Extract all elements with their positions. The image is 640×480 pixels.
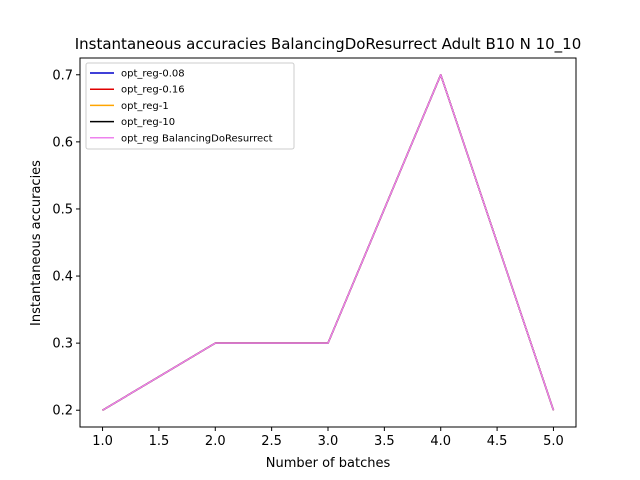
chart-title: Instantaneous accuracies BalancingDoResu… [75,35,582,54]
x-tick-label: 2.5 [261,434,282,449]
legend-label: opt_reg-0.16 [121,85,185,96]
y-tick-label: 0.7 [52,68,73,83]
y-tick-label: 0.5 [52,202,73,217]
y-tick-label: 0.2 [52,404,73,419]
x-tick-label: 3.0 [318,434,339,449]
y-tick-label: 0.4 [52,270,73,285]
x-tick-label: 2.0 [205,434,226,449]
legend-box [85,62,295,150]
plot-frame [79,57,577,428]
x-tick-label: 5.0 [543,434,564,449]
y-tick-label: 0.3 [52,337,73,352]
legend-label: opt_reg-10 [121,117,175,128]
y-axis-label: Instantaneous accuracies [29,160,44,326]
legend-label: opt_reg-0.08 [121,69,185,80]
x-tick-label: 4.0 [430,434,451,449]
x-axis: 1.0 1.5 2.0 2.5 3.0 3.5 4.0 4.5 5.0 [92,427,564,449]
legend-label: opt_reg-1 [121,101,169,112]
y-axis: 0.2 0.3 0.4 0.5 0.6 0.7 [52,68,80,419]
series-line-4 [102,74,555,411]
y-tick-label: 0.6 [52,135,73,150]
x-tick-label: 1.5 [149,434,170,449]
legend: opt_reg-0.08 opt_reg-0.16 opt_reg-1 opt_reg… [85,62,295,150]
x-axis-label: Number of batches [266,456,391,471]
x-tick-label: 4.5 [487,434,508,449]
x-tick-label: 1.0 [92,434,113,449]
plot-area [102,74,555,411]
legend-label: opt_reg BalancingDoResurrect [121,133,273,144]
x-tick-label: 3.5 [374,434,395,449]
